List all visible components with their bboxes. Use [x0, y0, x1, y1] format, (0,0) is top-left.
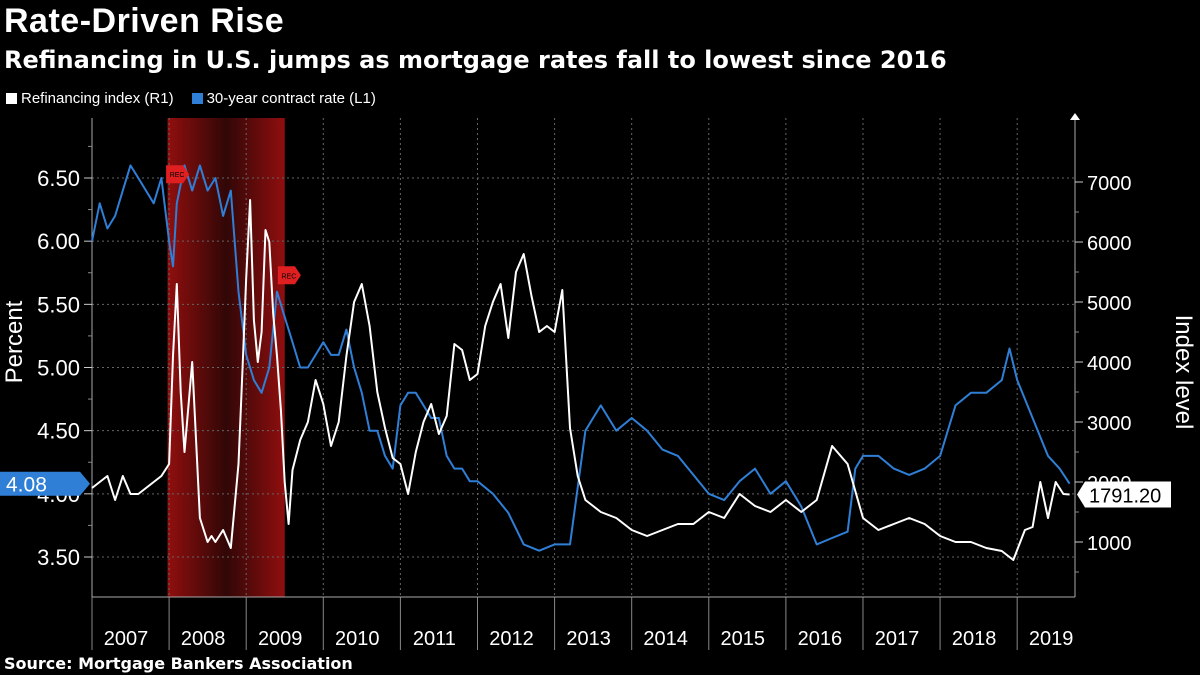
rate-last-value-label: 4.08 [6, 474, 47, 497]
right-tick-label: 7000 [1087, 173, 1132, 195]
legend-swatch-rate [191, 93, 203, 104]
left-axis-title: Percent [1, 300, 28, 383]
source-note: Source: Mortgage Bankers Association [4, 654, 353, 673]
legend: Refinancing index (R1) 30-year contract … [6, 90, 376, 107]
left-tick-label: 5.00 [37, 356, 80, 381]
x-tick-label: 2019 [1029, 628, 1074, 650]
right-tick-label: 5000 [1087, 293, 1132, 315]
left-tick-label: 6.00 [37, 229, 80, 254]
left-tick-label: 4.50 [37, 419, 80, 444]
x-tick-label: 2016 [798, 628, 843, 650]
x-tick-label: 2007 [104, 628, 149, 650]
right-tick-label: 1000 [1087, 533, 1132, 555]
chart-subtitle: Refinancing in U.S. jumps as mortgage ra… [4, 46, 947, 74]
right-axis-arrow [1070, 113, 1080, 120]
x-tick-label: 2015 [721, 628, 766, 650]
x-tick-label: 2010 [335, 628, 380, 650]
legend-swatch-refi [6, 93, 17, 104]
left-tick-label: 6.50 [37, 166, 80, 191]
chart-title: Rate-Driven Rise [4, 2, 285, 40]
right-axis-title: Index level [1170, 315, 1197, 430]
left-tick-label: 3.50 [37, 545, 80, 570]
recession-marker-label: REC [170, 172, 185, 179]
right-tick-label: 4000 [1087, 353, 1132, 375]
x-tick-label: 2011 [413, 628, 456, 650]
legend-label-rate: 30-year contract rate (L1) [206, 90, 376, 107]
recession-marker [166, 165, 190, 184]
recession-marker-label: REC [281, 273, 296, 280]
refi-last-value-badge [1077, 481, 1171, 508]
x-tick-label: 2008 [181, 628, 226, 650]
legend-item-refi[interactable]: Refinancing index (R1) [6, 90, 174, 107]
x-tick-label: 2012 [489, 628, 534, 650]
rate-last-value-badge [0, 471, 90, 496]
legend-label-refi: Refinancing index (R1) [21, 90, 174, 107]
series-line-rate [91, 164, 1071, 552]
legend-item-rate[interactable]: 30-year contract rate (L1) [191, 90, 376, 107]
refi-last-value-label: 1791.20 [1089, 486, 1161, 508]
x-tick-label: 2013 [566, 628, 611, 650]
recession-marker [277, 266, 301, 285]
x-tick-label: 2018 [952, 628, 997, 650]
x-tick-label: 2014 [643, 628, 688, 650]
left-tick-label: 5.50 [37, 292, 80, 317]
right-tick-label: 6000 [1087, 233, 1132, 255]
series-line-refinancing [91, 199, 1070, 561]
x-tick-label: 2009 [258, 628, 303, 650]
x-tick-label: 2017 [875, 628, 920, 650]
recession-shading [167, 118, 285, 597]
right-tick-label: 3000 [1087, 413, 1132, 435]
